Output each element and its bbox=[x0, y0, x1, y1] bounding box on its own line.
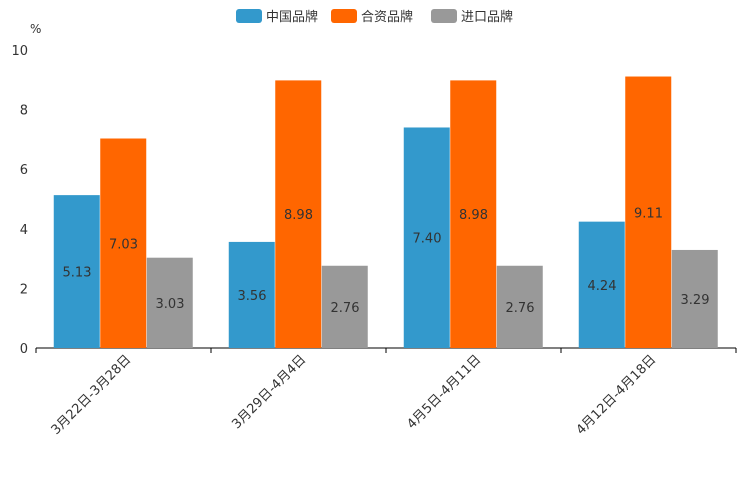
bar-value-label: 2.76 bbox=[506, 301, 535, 316]
x-tick-label: 4月12日-4月18日 bbox=[574, 352, 660, 438]
legend-item[interactable]: 合资品牌 bbox=[331, 9, 413, 25]
y-axis-unit: % bbox=[30, 22, 41, 36]
bar[interactable] bbox=[321, 265, 368, 348]
bar[interactable] bbox=[228, 241, 275, 348]
bar-value-label: 9.11 bbox=[634, 206, 663, 221]
bar[interactable] bbox=[671, 249, 718, 348]
bar-value-label: 7.03 bbox=[109, 237, 138, 252]
x-axis: 3月22日-3月28日 3月29日-4月4日 4月5日-4月11日 4月12日-4月1… bbox=[35, 347, 737, 438]
bar-value-label: 3.03 bbox=[156, 297, 185, 312]
legend-swatch bbox=[236, 9, 262, 23]
y-tick-label: 0 bbox=[20, 342, 28, 357]
bars: 5.13 7.03 3.03 3.56 8.98 2.76 7.40 8.98 2.76 4.24… bbox=[53, 76, 718, 349]
bar-value-label: 8.98 bbox=[459, 208, 488, 223]
bar-value-label: 2.76 bbox=[331, 301, 360, 316]
bar[interactable] bbox=[496, 265, 543, 348]
bar[interactable] bbox=[275, 80, 322, 349]
x-tick-label: 4月5日-4月11日 bbox=[404, 352, 484, 432]
bar[interactable] bbox=[578, 221, 625, 348]
legend-label: 中国品牌 bbox=[266, 9, 318, 25]
legend-swatch bbox=[331, 9, 357, 23]
bar-value-label: 4.24 bbox=[588, 279, 617, 294]
legend-label: 合资品牌 bbox=[361, 9, 413, 25]
x-tick-label: 3月29日-4月4日 bbox=[229, 352, 309, 432]
y-tick-label: 10 bbox=[11, 44, 28, 59]
bar[interactable] bbox=[403, 127, 450, 348]
bar[interactable] bbox=[100, 138, 147, 348]
y-tick-label: 2 bbox=[20, 282, 28, 297]
bar-value-label: 3.56 bbox=[238, 289, 267, 304]
y-tick-label: 8 bbox=[20, 104, 28, 119]
legend-label: 进口品牌 bbox=[461, 9, 513, 25]
y-tick-label: 4 bbox=[20, 223, 28, 238]
x-tick-label: 3月22日-3月28日 bbox=[49, 352, 135, 438]
bar[interactable] bbox=[625, 76, 672, 348]
y-axis: 0 2 4 6 8 10 bbox=[11, 44, 28, 357]
bar[interactable] bbox=[450, 80, 497, 349]
bar-value-label: 7.40 bbox=[413, 232, 442, 247]
legend: 中国品牌 合资品牌 进口品牌 bbox=[236, 9, 513, 25]
y-tick-label: 6 bbox=[20, 163, 28, 178]
bar[interactable] bbox=[146, 257, 193, 348]
legend-item[interactable]: 中国品牌 bbox=[236, 9, 318, 25]
bar-value-label: 3.29 bbox=[681, 293, 710, 308]
bar-value-label: 5.13 bbox=[63, 266, 92, 281]
bar-value-label: 8.98 bbox=[284, 208, 313, 223]
legend-swatch bbox=[431, 9, 457, 23]
bar[interactable] bbox=[53, 195, 100, 348]
legend-item[interactable]: 进口品牌 bbox=[431, 9, 513, 25]
